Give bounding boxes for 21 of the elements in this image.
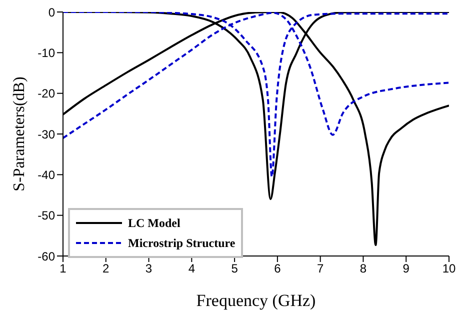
y-tick-label: -20 xyxy=(38,86,56,101)
y-tick-label: -10 xyxy=(38,46,56,60)
x-tick-label: 1 xyxy=(60,262,67,276)
legend-label: LC Model xyxy=(128,216,180,230)
x-tick-label: 8 xyxy=(360,262,367,276)
y-tick-label: -50 xyxy=(38,208,56,223)
x-tick-label: 5 xyxy=(231,262,238,276)
y-tick-label: -60 xyxy=(38,249,56,264)
y-tick-label: 0 xyxy=(48,5,56,20)
x-tick-label: 10 xyxy=(442,262,456,276)
y-tick-label: -30 xyxy=(38,127,56,142)
x-axis-title: Frequency (GHz) xyxy=(196,291,316,310)
x-tick-label: 3 xyxy=(145,262,152,276)
x-tick-label: 4 xyxy=(188,262,196,276)
y-axis-title: S-Parameters(dB) xyxy=(11,76,29,192)
x-tick-label: 7 xyxy=(316,262,324,276)
x-tick-label: 6 xyxy=(274,262,282,276)
x-tick-label: 2 xyxy=(102,262,110,276)
legend-label: Microstrip Structure xyxy=(128,236,236,250)
x-tick-label: 9 xyxy=(402,262,410,276)
y-tick-label: -40 xyxy=(38,168,56,182)
